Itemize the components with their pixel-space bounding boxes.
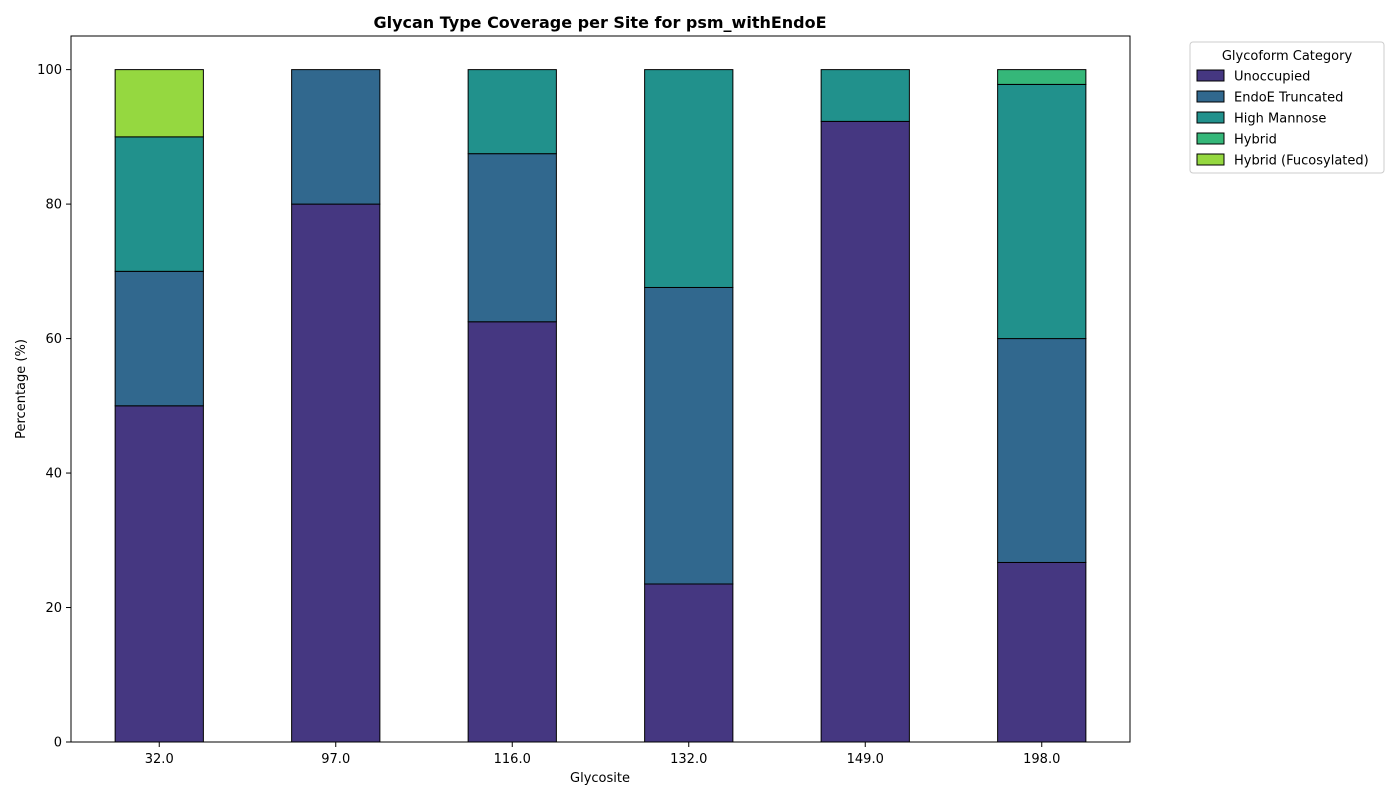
- legend-swatch: [1196, 90, 1225, 103]
- x-tick-label: 198.0: [1023, 752, 1060, 767]
- bar-segment: [114, 136, 204, 272]
- bar-segment: [114, 270, 204, 407]
- bar-segment: [467, 69, 557, 155]
- y-tick-label: 20: [45, 601, 62, 616]
- bar-segment: [997, 69, 1087, 85]
- legend-label: High Mannose: [1234, 112, 1326, 127]
- legend-label: Unoccupied: [1234, 70, 1310, 85]
- legend-swatch: [1196, 153, 1225, 166]
- x-axis-label: Glycosite: [570, 771, 630, 786]
- legend-label: Hybrid: [1234, 133, 1277, 148]
- y-axis-label: Percentage (%): [14, 339, 29, 439]
- bar-segment: [820, 69, 910, 122]
- bar-segment: [291, 203, 381, 743]
- legend: Glycoform Category Unoccupied EndoE Trunc…: [1189, 41, 1385, 174]
- bar-segment: [997, 338, 1087, 563]
- y-tick-label: 80: [45, 198, 62, 213]
- y-axis: 0 20 40 60 80 100: [37, 63, 71, 751]
- bar-segment: [644, 69, 734, 288]
- x-tick-label: 116.0: [494, 752, 531, 767]
- legend-label: EndoE Truncated: [1234, 91, 1343, 106]
- x-tick-label: 132.0: [670, 752, 707, 767]
- legend-title: Glycoform Category: [1222, 49, 1353, 64]
- bar-segment: [644, 286, 734, 585]
- legend-swatch: [1196, 111, 1225, 124]
- plot-area: 0 20 40 60 80 100 32.0 97.0 116.0 132.0 149.0 198.…: [37, 35, 1131, 767]
- bar-segment: [114, 405, 204, 743]
- x-axis: 32.0 97.0 116.0 132.0 149.0 198.0: [145, 742, 1060, 767]
- chart-title: Glycan Type Coverage per Site for psm_wi…: [373, 13, 826, 32]
- bar-segment: [820, 120, 910, 743]
- x-tick-label: 97.0: [321, 752, 350, 767]
- legend-label: Hybrid (Fucosylated): [1234, 154, 1369, 169]
- y-tick-label: 100: [37, 63, 62, 78]
- plot-frame: [70, 35, 1131, 743]
- bar-segment: [467, 321, 557, 743]
- bars-group: [114, 69, 1087, 743]
- bar-segment: [291, 69, 381, 205]
- legend-swatch: [1196, 69, 1225, 82]
- bar-segment: [114, 69, 204, 138]
- bar-segment: [467, 153, 557, 323]
- y-tick-label: 0: [54, 736, 62, 751]
- legend-items: Unoccupied EndoE Truncated High Mannose Hyb…: [1196, 69, 1369, 169]
- x-tick-label: 32.0: [145, 752, 174, 767]
- y-tick-label: 60: [45, 332, 62, 347]
- x-tick-label: 149.0: [847, 752, 884, 767]
- legend-frame: [1189, 41, 1385, 174]
- bar-segment: [997, 83, 1087, 340]
- bar-segment: [997, 561, 1087, 743]
- legend-swatch: [1196, 132, 1225, 145]
- bar-segment: [644, 583, 734, 743]
- y-tick-label: 40: [45, 467, 62, 482]
